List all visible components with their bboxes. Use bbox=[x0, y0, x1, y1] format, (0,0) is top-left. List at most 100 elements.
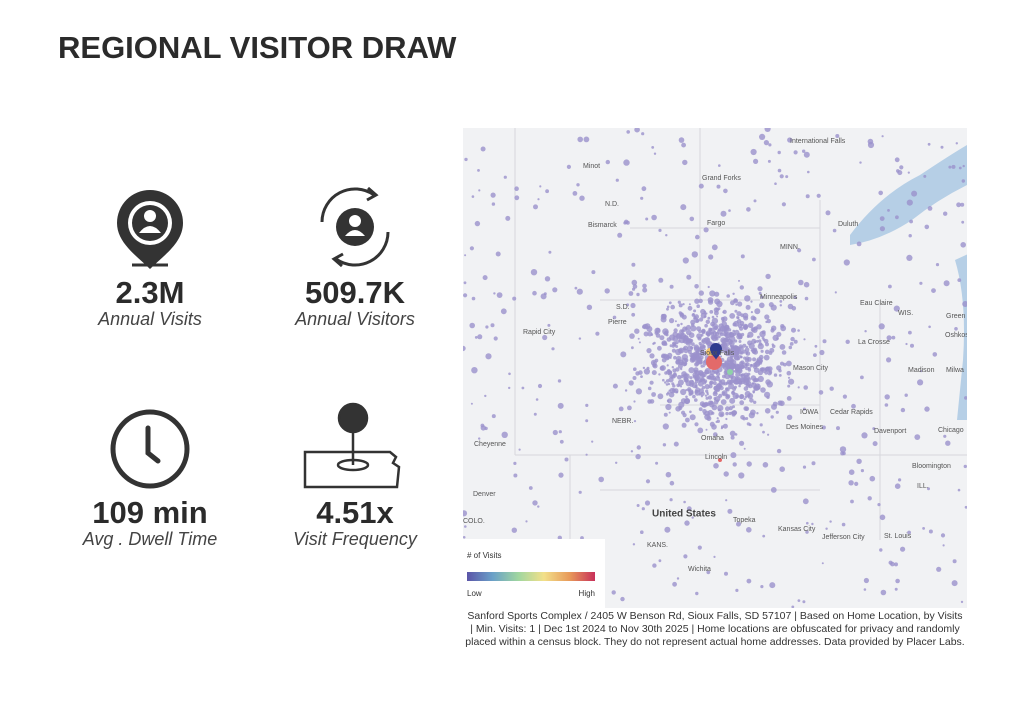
visit-dot bbox=[867, 496, 872, 501]
map-label: Cedar Rapids bbox=[830, 409, 873, 416]
visit-dot bbox=[676, 323, 680, 327]
visit-dot bbox=[864, 330, 867, 333]
visit-dot bbox=[745, 356, 750, 361]
visit-dot bbox=[652, 342, 655, 345]
visit-dot bbox=[636, 445, 641, 450]
visit-dot bbox=[689, 382, 694, 387]
visit-dot bbox=[662, 328, 669, 335]
visit-dot bbox=[551, 347, 555, 351]
visit-dot bbox=[791, 306, 797, 311]
visit-dot bbox=[532, 290, 537, 296]
visit-dot bbox=[725, 417, 728, 421]
visit-dot bbox=[547, 323, 551, 327]
map-label: Eau Claire bbox=[860, 300, 893, 307]
visit-dot bbox=[713, 555, 716, 559]
visit-dot bbox=[692, 313, 695, 316]
visit-dot bbox=[678, 347, 685, 354]
visit-dot bbox=[699, 351, 703, 355]
visit-dot bbox=[629, 333, 635, 339]
visit-dot bbox=[700, 391, 705, 396]
visit-dot bbox=[729, 335, 736, 342]
visit-dot bbox=[702, 380, 707, 385]
visit-dot bbox=[626, 303, 630, 307]
visit-dot bbox=[751, 338, 757, 344]
visit-dot bbox=[521, 386, 525, 390]
visit-dot bbox=[908, 234, 912, 238]
visit-dot bbox=[879, 514, 886, 521]
visit-dot bbox=[747, 372, 751, 376]
visit-dot bbox=[704, 410, 710, 417]
visit-dot bbox=[598, 476, 604, 483]
map-label: Grand Forks bbox=[702, 175, 741, 182]
visit-dot bbox=[708, 384, 713, 389]
visit-dot bbox=[689, 410, 692, 414]
visit-dot bbox=[689, 390, 694, 396]
visit-dot bbox=[768, 351, 773, 355]
visit-dot bbox=[694, 384, 698, 389]
visit-dot bbox=[878, 190, 883, 196]
visit-dot bbox=[513, 473, 518, 478]
visit-dot bbox=[922, 527, 925, 530]
visit-dot bbox=[732, 462, 737, 467]
visit-dot bbox=[677, 300, 681, 304]
visit-dot bbox=[924, 224, 930, 230]
visit-dot bbox=[732, 292, 735, 295]
visit-dot bbox=[658, 559, 662, 563]
visit-dot bbox=[762, 534, 766, 538]
visit-dot bbox=[742, 349, 747, 354]
visit-dot bbox=[764, 349, 770, 355]
visit-dot bbox=[495, 251, 501, 257]
visit-dot bbox=[734, 346, 741, 353]
visit-dot bbox=[642, 283, 647, 289]
map-label: WIS. bbox=[898, 310, 913, 317]
visit-dot bbox=[803, 281, 810, 288]
visit-dot bbox=[746, 527, 752, 533]
visit-dot bbox=[669, 318, 675, 324]
visit-dot bbox=[787, 384, 791, 388]
visit-dot bbox=[670, 304, 675, 310]
visit-dot bbox=[652, 363, 657, 368]
visit-dot bbox=[711, 317, 719, 325]
visit-dot bbox=[469, 246, 474, 251]
visit-dot bbox=[829, 520, 832, 523]
visit-dot bbox=[678, 401, 685, 408]
visit-dot bbox=[644, 500, 651, 506]
visit-dot bbox=[496, 292, 503, 298]
visit-dot bbox=[825, 527, 828, 530]
visit-dot bbox=[666, 307, 669, 311]
visit-dot bbox=[695, 375, 701, 382]
visit-dot bbox=[662, 423, 669, 430]
visit-dot bbox=[956, 202, 961, 208]
visit-dot bbox=[660, 316, 667, 323]
visit-dot bbox=[737, 301, 743, 307]
visit-dot bbox=[703, 227, 709, 233]
visit-dot bbox=[954, 327, 958, 331]
visit-dot bbox=[736, 521, 741, 527]
visit-dot bbox=[841, 522, 846, 527]
visit-dot bbox=[591, 270, 596, 275]
visit-dot bbox=[756, 357, 763, 364]
visit-dot bbox=[623, 159, 630, 166]
visit-dot bbox=[728, 362, 735, 369]
visit-dot bbox=[744, 295, 751, 302]
visit-dot bbox=[914, 434, 921, 440]
visit-dot bbox=[720, 210, 727, 217]
visit-dot bbox=[698, 290, 704, 296]
visit-dot bbox=[701, 330, 706, 335]
visit-dot bbox=[658, 373, 661, 376]
visit-dot bbox=[682, 303, 685, 306]
visit-dot bbox=[786, 370, 792, 376]
visit-dot bbox=[779, 400, 785, 407]
visit-dot bbox=[872, 427, 876, 431]
visit-dot bbox=[649, 380, 654, 385]
map-label: Wichita bbox=[688, 566, 711, 573]
lake-superior bbox=[850, 145, 967, 245]
visit-dot bbox=[631, 312, 636, 317]
visit-dot bbox=[900, 546, 906, 552]
visit-dot bbox=[774, 182, 777, 185]
visit-dot bbox=[698, 298, 703, 304]
visit-dot bbox=[558, 472, 564, 478]
visit-dot bbox=[942, 544, 945, 547]
visit-dot bbox=[655, 461, 659, 465]
visit-dot bbox=[764, 128, 771, 132]
